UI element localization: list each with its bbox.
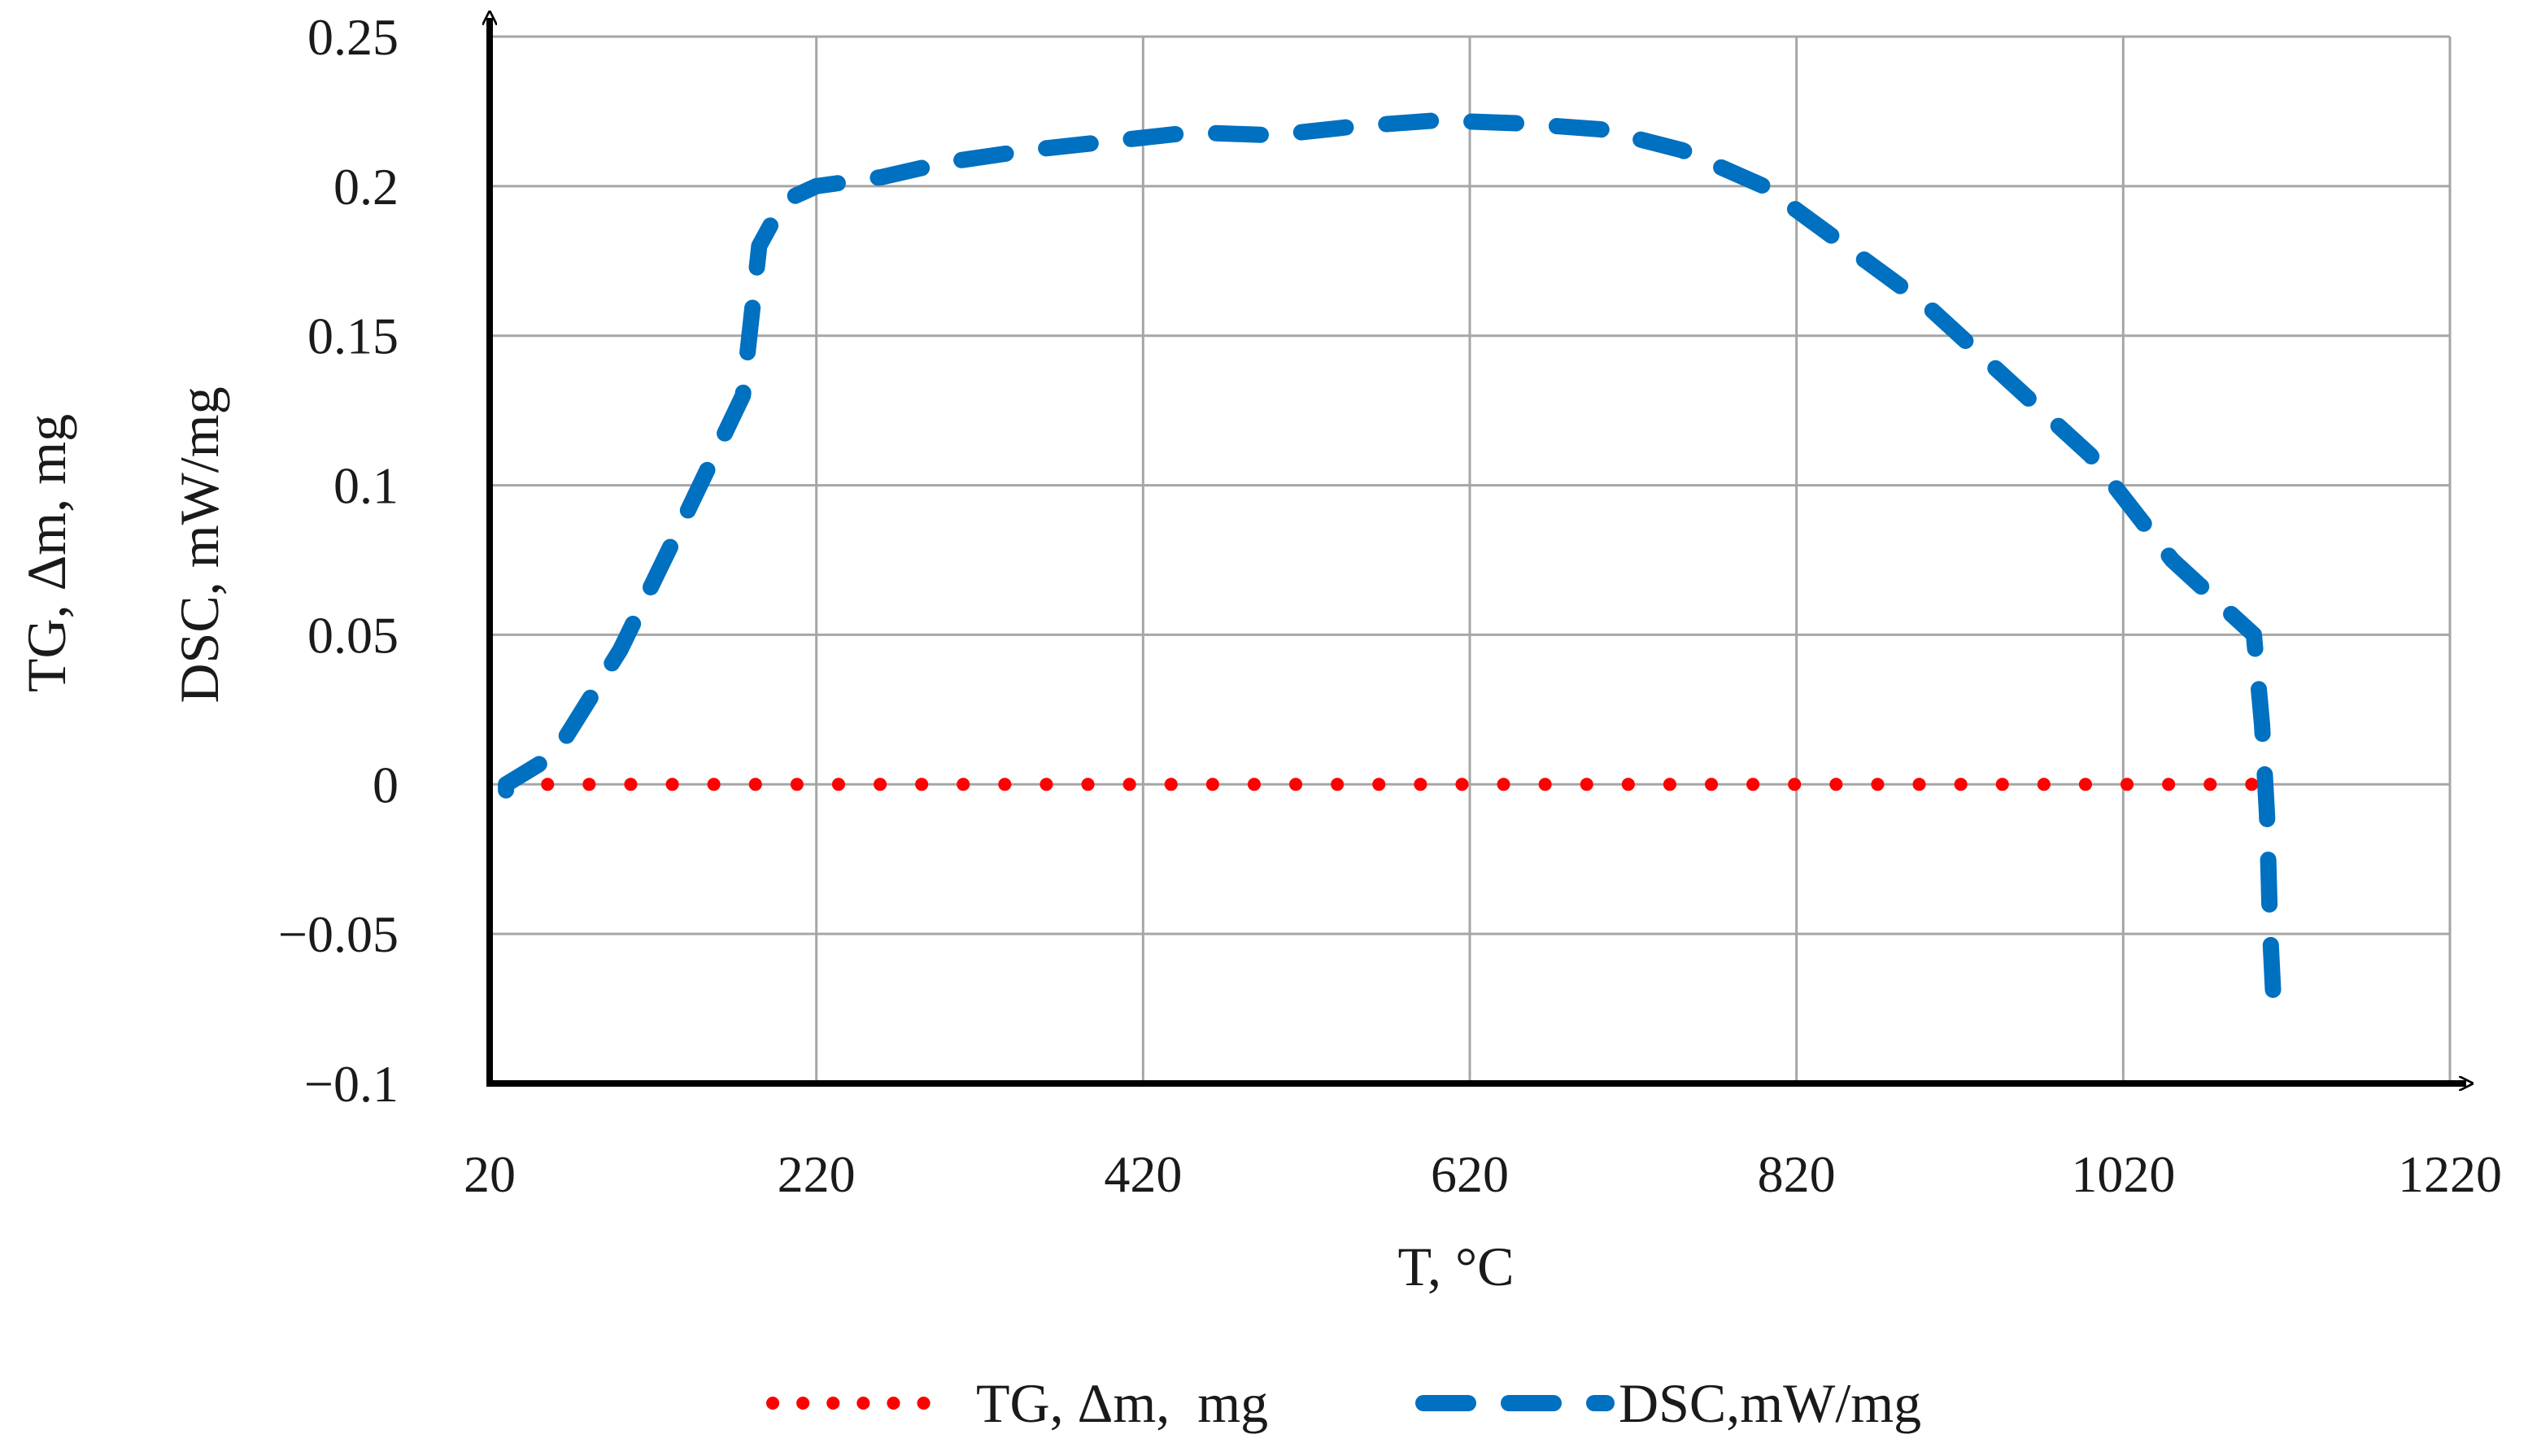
tick-labels: 20 220 420 620 820 1020 1220 −0.1 −0.05 0 0.05 0.1 0… xyxy=(278,8,2502,1203)
y-tick-label: −0.1 xyxy=(304,1055,399,1113)
x-tick-label: 1220 xyxy=(2398,1145,2502,1203)
x-axis-title: T, °C xyxy=(1397,1236,1514,1297)
legend-label-tg: TG, Δm, mg xyxy=(976,1372,1268,1434)
legend-label-dsc: DSC,mW/mg xyxy=(1619,1372,1921,1434)
axes xyxy=(486,18,2466,1083)
legend: TG, Δm, mg DSC,mW/mg xyxy=(766,1372,1921,1434)
x-tick-label: 1020 xyxy=(2071,1145,2175,1203)
y-tick-label: 0.2 xyxy=(333,158,399,216)
y-tick-label: 0.25 xyxy=(307,8,399,66)
y-tick-label: 0 xyxy=(373,756,399,813)
x-tick-label: 220 xyxy=(778,1145,856,1203)
x-tick-label: 20 xyxy=(464,1145,516,1203)
y-tick-label: −0.05 xyxy=(278,905,399,963)
y-axis-title-tg: TG, Δm, mg xyxy=(15,414,77,692)
y-tick-label: 0.05 xyxy=(307,606,399,664)
series-line-dsc xyxy=(498,112,2282,1008)
x-tick-label: 820 xyxy=(1758,1145,1836,1203)
grid xyxy=(490,35,2452,1083)
x-tick-label: 420 xyxy=(1104,1145,1182,1203)
y-axis-title-dsc: DSC, mW/mg xyxy=(168,386,230,703)
y-tick-label: 0.15 xyxy=(307,307,399,365)
series-layer xyxy=(498,112,2286,1008)
y-tick-label: 0.1 xyxy=(333,457,399,515)
x-tick-label: 620 xyxy=(1431,1145,1509,1203)
